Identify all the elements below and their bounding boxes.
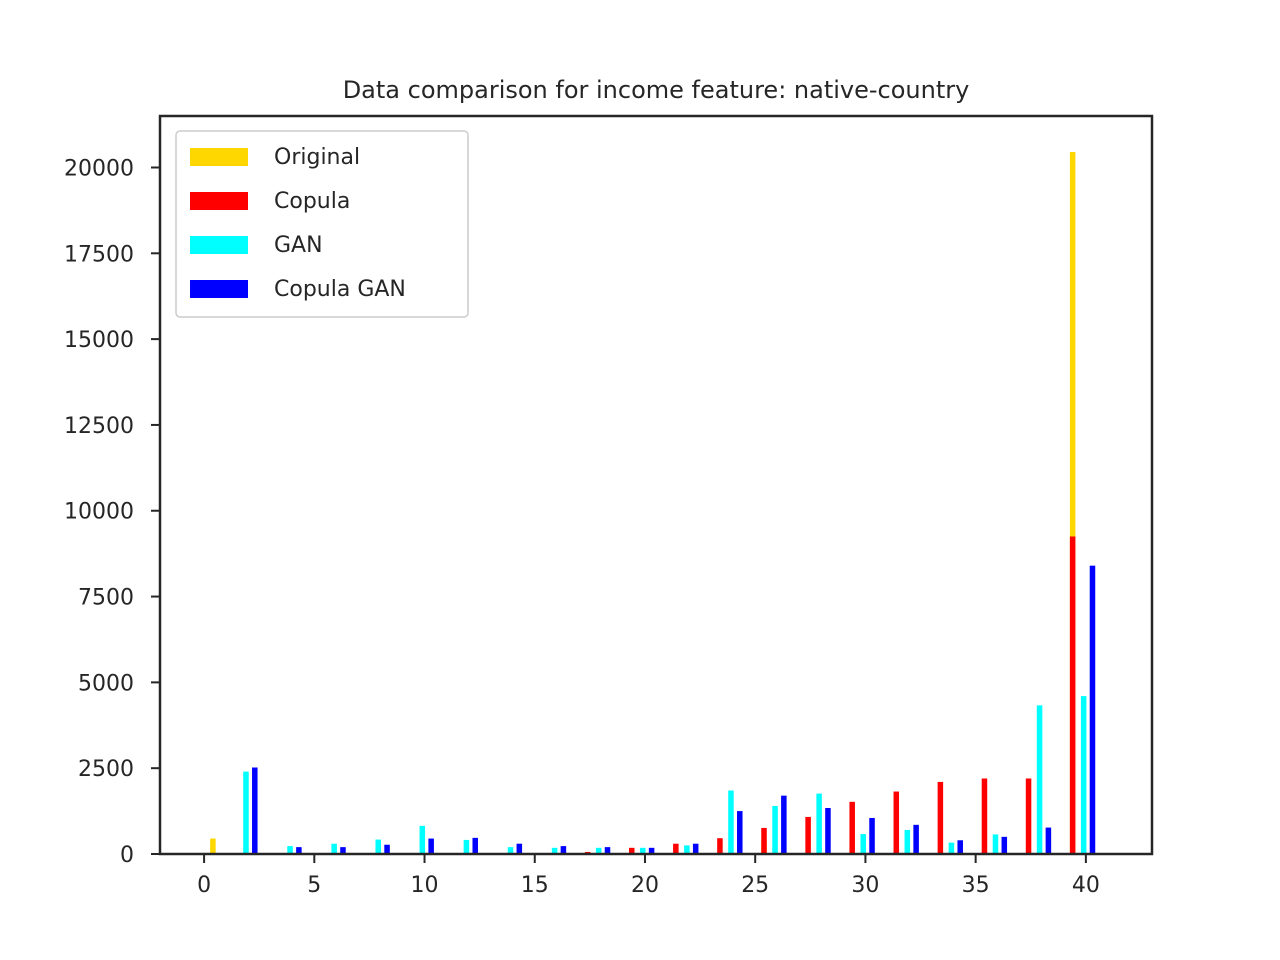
bar-copula-2: [673, 843, 679, 854]
x-tick-label: 10: [411, 873, 439, 898]
bar-copula-5: [805, 816, 811, 854]
bar-copula-6: [849, 801, 855, 854]
x-tick-label: 20: [631, 873, 659, 898]
bar-gan-7: [551, 847, 558, 854]
bar-gan-10: [684, 845, 690, 854]
legend-swatch-original: [190, 148, 248, 166]
bar-gan-16: [948, 842, 955, 854]
y-tick-label: 2500: [78, 757, 134, 782]
y-tick-label: 20000: [64, 156, 134, 181]
bar-copula-gan-4: [428, 838, 434, 854]
bar-copula-gan-18: [1045, 827, 1052, 854]
x-axis: 0 5 10 15 20 25 30 35 40: [197, 854, 1100, 898]
plot-frame: [158, 114, 1154, 856]
bar-copula-gan-7: [560, 846, 567, 854]
x-tick-label: 15: [521, 873, 549, 898]
bar-copula-gan-17: [1001, 836, 1008, 854]
y-tick-label: 0: [120, 843, 134, 868]
bar-copula-10: [1025, 778, 1032, 854]
bar-original-4: [1069, 152, 1076, 854]
bar-gan-18: [1036, 705, 1043, 854]
bar-gan-9: [640, 847, 646, 854]
bar-copula-gan-2: [340, 847, 346, 854]
bar-copula-7: [893, 791, 900, 854]
y-tick-label: 10000: [64, 500, 134, 525]
bar-gan-2: [331, 843, 337, 854]
bar-copula-gan-14: [869, 817, 875, 854]
bar-copula-gan-16: [957, 840, 963, 854]
bar-copula-gan-0: [252, 767, 258, 854]
legend: Original Copula GAN Copula GAN: [175, 130, 469, 318]
bar-copula-1: [628, 847, 635, 854]
chart-title: Data comparison for income feature: nati…: [343, 76, 970, 104]
legend-label-copula-gan: Copula GAN: [274, 277, 406, 302]
bar-copula-gan-6: [516, 843, 523, 854]
bar-copula-11: [1069, 536, 1076, 854]
y-axis: 0 2500 5000 7500 10000 12500 15000 17500 20000: [64, 156, 160, 868]
y-tick-label: 7500: [78, 586, 134, 611]
bar-copula-3: [717, 838, 723, 854]
bar-copula-gan-1: [296, 847, 302, 854]
y-tick-label: 17500: [64, 242, 134, 267]
y-tick-label: 15000: [64, 328, 134, 353]
legend-swatch-copula: [190, 192, 248, 210]
bar-gan-3: [375, 839, 381, 854]
bar-gan-14: [860, 834, 866, 854]
bar-copula-gan-12: [781, 795, 787, 854]
bar-gan-19: [1080, 696, 1087, 854]
bars-group: [210, 152, 1096, 854]
bar-copula-gan-3: [384, 844, 390, 854]
bar-copula-gan-10: [692, 843, 699, 854]
bar-gan-1: [287, 846, 293, 854]
bar-copula-8: [937, 781, 944, 854]
bar-gan-6: [507, 847, 514, 854]
x-tick-label: 0: [197, 873, 211, 898]
legend-box: [175, 130, 469, 318]
bar-gan-13: [816, 793, 822, 854]
y-tick-label: 12500: [64, 414, 134, 439]
bar-copula-4: [761, 827, 767, 854]
bar-gan-11: [728, 790, 734, 854]
bar-original-0: [210, 838, 216, 854]
bar-gan-17: [992, 834, 999, 854]
bar-gan-12: [772, 805, 778, 854]
bar-gan-5: [463, 839, 470, 854]
x-tick-label: 30: [851, 873, 879, 898]
x-tick-label: 5: [307, 873, 321, 898]
x-tick-label: 40: [1072, 873, 1100, 898]
legend-swatch-gan: [190, 236, 248, 254]
bar-copula-gan-5: [472, 837, 478, 854]
bar-copula-gan-9: [648, 847, 655, 854]
bar-copula-gan-19: [1089, 565, 1096, 854]
legend-swatch-copula-gan: [190, 280, 248, 298]
bar-copula-gan-13: [825, 808, 831, 854]
bar-gan-8: [595, 847, 602, 854]
bar-gan-4: [419, 825, 426, 854]
legend-label-original: Original: [274, 145, 360, 170]
y-tick-label: 5000: [78, 671, 134, 696]
bar-copula-9: [981, 778, 988, 854]
bar-gan-15: [904, 829, 911, 854]
legend-label-copula: Copula: [274, 189, 350, 214]
bar-gan-0: [243, 771, 249, 854]
bar-copula-gan-8: [604, 847, 611, 854]
bar-copula-gan-11: [737, 811, 743, 854]
bar-copula-gan-15: [913, 824, 919, 854]
x-tick-label: 25: [741, 873, 769, 898]
x-tick-label: 35: [962, 873, 990, 898]
legend-label-gan: GAN: [274, 233, 323, 258]
